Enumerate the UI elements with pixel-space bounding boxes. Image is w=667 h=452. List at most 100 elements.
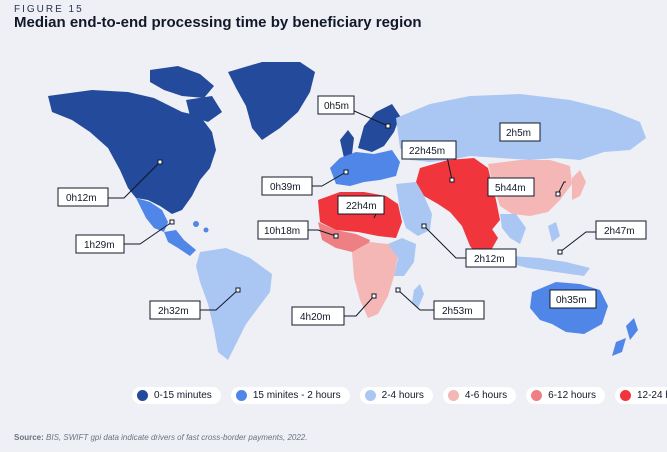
callout-line-middle-east [423,225,466,259]
legend-item-0-15-minutes: 0-15 minutes [132,387,221,404]
source-label: Source: [14,433,44,442]
callout-line-east-africa [397,289,434,311]
region-central-america [164,230,196,256]
region-central-africa [352,242,398,318]
world-map: 0h12m 1h29m 2h32m 0h5m 0h39m 22h4m 10h18… [48,62,647,360]
callout-label: 2h53m [442,306,473,317]
callout-label: 2h5m [506,128,531,139]
callout-label: 22h4m [346,201,377,212]
callout-line-west-europe [312,171,347,187]
legend-swatch [619,390,631,401]
region-east-africa [388,238,416,276]
region-uk [340,130,354,158]
callout-label: 2h32m [158,306,189,317]
legend-item-4-6-hours: 4-6 hours [442,387,517,404]
figure-label: FIGURE 15 [14,4,84,15]
callout-north-africa: 22h4m [337,195,385,215]
region-west-africa [318,222,370,252]
callout-line-central-america [124,221,173,245]
callout-label: 0h35m [556,295,587,306]
source-note: Source: BIS, SWIFT gpi data indicate dri… [14,433,307,442]
legend-swatch [531,390,543,401]
region-greenland [228,62,315,140]
callout-north-europe: 0h5m [317,95,355,115]
callout-label: 0h39m [270,182,301,193]
marker-middle-east [421,223,427,229]
callout-west-africa: 10h18m [257,220,309,240]
callout-north-asia: 2h5m [499,122,541,142]
callout-label: 2h12m [474,254,505,265]
callout-label: 22h45m [409,146,445,157]
region-north-america [48,90,216,214]
legend-item-15-min-2-hours: 15 minites - 2 hours [230,387,350,404]
region-new-zealand-south [612,338,626,356]
callout-label: 0h12m [66,193,97,204]
marker-central-america [169,219,175,225]
region-new-zealand [626,318,638,340]
legend-label: 2-4 hours [381,390,424,401]
region-japan [572,170,586,200]
callout-east-asia: 5h44m [487,177,535,197]
legend-item-12-24-hours: 12-24 hours [614,387,667,404]
marker-southeast-asia [557,249,563,255]
callout-oceania: 0h35m [549,289,597,309]
region-southeast-asia [500,214,526,244]
legend-label: 15 minites - 2 hours [252,390,341,401]
legend-item-2-4-hours: 2-4 hours [359,387,433,404]
legend-label: 4-6 hours [464,390,508,401]
legend-item-6-12-hours: 6-12 hours [526,387,605,404]
legend: 0-15 minutes 15 minites - 2 hours 2-4 ho… [132,387,667,404]
marker-north-europe [385,123,391,129]
callout-line-south-america [200,289,239,311]
callout-middle-east: 2h12m [465,248,517,268]
callout-west-europe: 0h39m [261,176,313,196]
callout-line-east-asia [557,181,566,195]
callout-line-north-america [108,161,161,199]
callout-southeast-asia: 2h47m [595,220,647,240]
region-scandinavia [358,104,400,152]
region-caribbean-2 [203,227,209,233]
legend-label: 0-15 minutes [154,390,212,401]
marker-north-america [157,159,163,165]
region-madagascar [412,284,424,308]
legend-swatch [235,390,247,401]
callout-line-west-africa [308,229,337,237]
marker-south-america [235,287,241,293]
callout-label: 1h29m [84,240,115,251]
callout-label: 0h5m [324,101,349,112]
marker-central-asia [449,177,455,183]
callout-south-america: 2h32m [149,300,201,320]
region-arctic-islands [150,66,214,98]
callout-label: 4h20m [300,312,331,323]
callout-east-africa: 2h53m [433,300,485,320]
region-west-europe [330,150,400,186]
region-central-asia [416,158,500,236]
legend-label: 6-12 hours [548,390,596,401]
marker-southern-africa [371,293,377,299]
region-mexico [136,198,168,232]
callout-central-america: 1h29m [75,234,125,254]
legend-swatch [447,390,459,401]
region-middle-east [396,182,432,236]
callout-markers [157,123,563,299]
marker-west-europe [343,169,349,175]
callout-line-southern-africa [344,295,375,317]
region-indonesia [510,256,590,276]
region-south-america [196,248,272,360]
source-text: BIS, SWIFT gpi data indicate drivers of … [43,433,308,442]
marker-east-asia [555,191,561,197]
legend-swatch [137,390,148,401]
marker-east-africa [395,287,401,293]
region-caribbean [193,221,199,227]
figure-title: Median end-to-end processing time by ben… [14,14,422,31]
callout-label: 2h47m [604,226,635,237]
legend-swatch [364,390,376,401]
callout-label: 10h18m [264,226,300,237]
callout-line-southeast-asia [559,231,596,253]
region-philippines [548,222,560,242]
marker-west-africa [333,233,339,239]
callout-north-america: 0h12m [57,187,109,207]
legend-label: 12-24 hours [636,390,667,401]
callout-southern-africa: 4h20m [291,306,345,326]
callout-central-asia: 22h45m [401,140,457,160]
